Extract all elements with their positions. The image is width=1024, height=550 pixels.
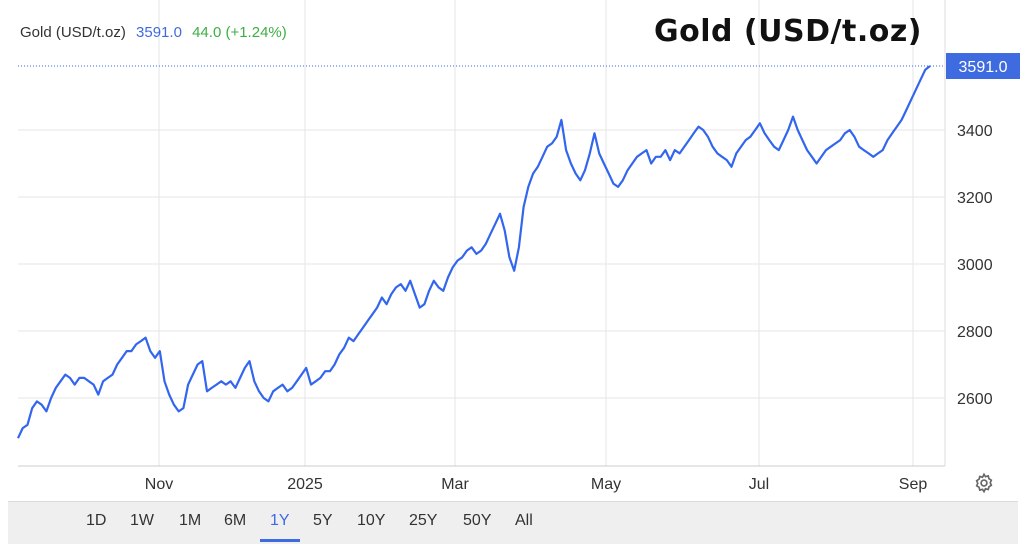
last-price: 3591.0	[136, 24, 182, 41]
range-button-1w[interactable]: 1W	[130, 512, 154, 529]
y-tick-label: 3400	[957, 123, 993, 140]
price-line-chart: Nov 2025 Mar May Jul Sep 2600 2800 3000 3200 3400 3…	[17, 0, 1020, 493]
chart-title: Gold (USD/t.oz)	[654, 14, 922, 49]
gear-icon[interactable]	[973, 472, 995, 494]
x-tick-label: Jul	[749, 476, 769, 493]
x-tick-label: Mar	[441, 476, 469, 493]
range-selector: 1D 1W 1M 6M 1Y 5Y 10Y 25Y 50Y All	[8, 501, 1018, 544]
range-button-all[interactable]: All	[515, 512, 533, 529]
range-button-25y[interactable]: 25Y	[409, 512, 438, 529]
range-button-5y[interactable]: 5Y	[313, 512, 333, 529]
chart-area: Nov 2025 Mar May Jul Sep 2600 2800 3000 3200 3400 3…	[17, 0, 1020, 494]
range-button-1m[interactable]: 1M	[179, 512, 202, 529]
x-tick-label: 2025	[287, 476, 323, 493]
price-series-line	[17, 65, 931, 439]
x-tick-label: Nov	[145, 476, 173, 493]
range-button-1d[interactable]: 1D	[86, 512, 107, 529]
y-tick-label: 3000	[957, 257, 993, 274]
last-price-tag-label: 3591.0	[959, 59, 1008, 76]
instrument-name: Gold (USD/t.oz)	[20, 24, 126, 41]
range-button-10y[interactable]: 10Y	[357, 512, 386, 529]
x-tick-label: Sep	[899, 476, 928, 493]
y-tick-label: 2600	[957, 391, 993, 408]
active-range-underline	[260, 539, 300, 542]
x-tick-label: May	[591, 476, 621, 493]
range-button-6m[interactable]: 6M	[224, 512, 247, 529]
y-tick-label: 2800	[957, 324, 993, 341]
range-button-50y[interactable]: 50Y	[463, 512, 492, 529]
range-button-1y[interactable]: 1Y	[270, 512, 290, 529]
y-tick-label: 3200	[957, 190, 993, 207]
quote-header: Gold (USD/t.oz) 3591.0 44.0 (+1.24%)	[20, 24, 287, 41]
last-price-tag	[946, 53, 1020, 80]
price-change: 44.0 (+1.24%)	[192, 24, 287, 41]
